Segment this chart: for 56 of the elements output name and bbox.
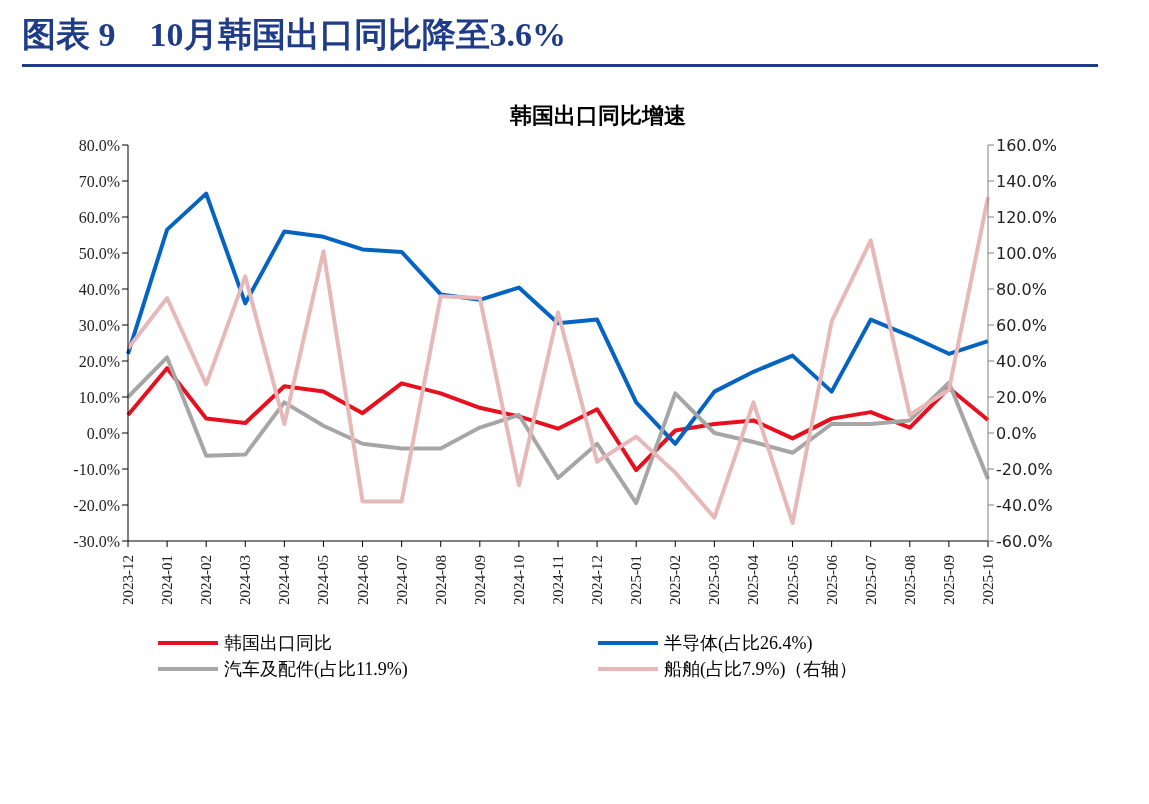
x-tick-label: 2024-11 — [550, 555, 566, 605]
y-tick-label: -10.0% — [73, 460, 120, 478]
x-tick-label: 2024-02 — [198, 555, 215, 605]
x-tick-label: 2024-09 — [471, 555, 488, 605]
y-tick-label: 20.0% — [78, 352, 120, 370]
y2-tick-label: 60.0% — [996, 315, 1047, 335]
y-tick-label: 70.0% — [78, 172, 120, 190]
x-tick-label: 2024-06 — [354, 554, 371, 605]
x-tick-label: 2024-12 — [589, 555, 606, 605]
chart-subtitle: 韩国出口同比增速 — [509, 102, 687, 130]
x-tick-label: 2025-04 — [745, 554, 762, 605]
y2-tick-label: 140.0% — [996, 171, 1058, 191]
y2-tick-label: 120.0% — [996, 207, 1058, 227]
x-tick-label: 2025-07 — [862, 554, 879, 605]
x-tick-label: 2024-01 — [159, 555, 176, 605]
x-tick-label: 2024-08 — [432, 555, 449, 605]
legend-label: 韩国出口同比 — [224, 632, 332, 655]
y2-tick-label: 80.0% — [996, 279, 1047, 299]
chart-title: 图表 9 10月韩国出口同比降至3.6% — [21, 15, 567, 55]
y2-tick-label: -60.0% — [996, 531, 1053, 551]
y-tick-label: -30.0% — [73, 532, 120, 550]
y-tick-label: 60.0% — [78, 208, 120, 226]
x-tick-label: 2025-10 — [980, 555, 996, 605]
x-tick-label: 2024-04 — [276, 554, 293, 605]
y-tick-label: 50.0% — [78, 244, 120, 262]
x-tick-label: 2025-09 — [940, 555, 957, 605]
x-tick-label: 2024-10 — [510, 555, 527, 605]
y2-tick-label: -40.0% — [996, 495, 1053, 515]
y2-tick-label: 20.0% — [996, 387, 1047, 407]
legend-label: 船舶(占比7.9%)（右轴） — [664, 658, 858, 681]
x-tick-label: 2023-12 — [120, 555, 136, 605]
y-tick-label: 30.0% — [78, 316, 120, 334]
y2-tick-label: -20.0% — [996, 459, 1053, 479]
x-tick-label: 2025-02 — [667, 555, 684, 605]
line-series — [126, 191, 990, 446]
line-series — [126, 355, 990, 506]
line-series — [126, 195, 990, 525]
legend-label: 半导体(占比26.4%) — [664, 632, 813, 655]
x-tick-label: 2025-08 — [901, 555, 918, 605]
y2-tick-label: 40.0% — [996, 351, 1047, 371]
y-tick-label: -20.0% — [73, 496, 120, 514]
y-tick-label: 0.0% — [86, 424, 120, 442]
x-tick-label: 2025-01 — [628, 555, 645, 605]
x-tick-label: 2024-03 — [237, 555, 254, 605]
x-tick-label: 2024-05 — [315, 555, 332, 605]
y2-tick-label: 160.0% — [996, 135, 1058, 155]
y2-tick-label: 100.0% — [996, 243, 1058, 263]
x-tick-label: 2024-07 — [393, 554, 410, 605]
x-tick-label: 2025-05 — [784, 555, 801, 605]
y-tick-label: 40.0% — [78, 280, 120, 298]
x-tick-label: 2025-03 — [706, 555, 723, 605]
y-tick-label: 80.0% — [78, 136, 120, 154]
y2-tick-label: 0.0% — [996, 423, 1037, 443]
y-tick-label: 10.0% — [78, 388, 120, 406]
legend-label: 汽车及配件(占比11.9%) — [224, 658, 408, 681]
x-tick-label: 2025-06 — [823, 554, 840, 605]
